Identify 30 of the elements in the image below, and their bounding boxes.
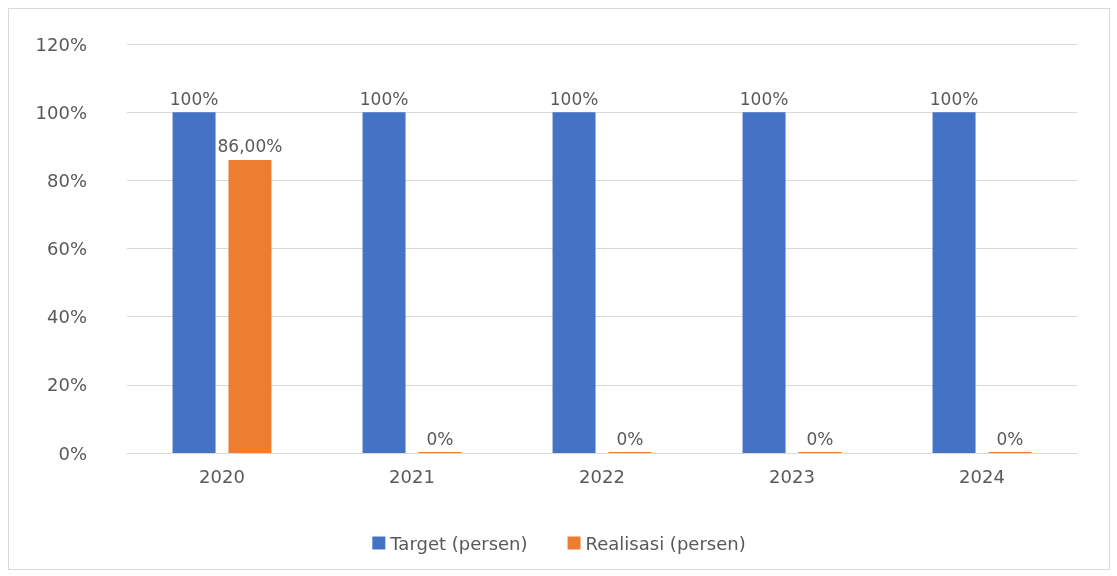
y-tick-label: 0% xyxy=(58,442,87,464)
y-tick-label: 60% xyxy=(46,238,87,259)
bar xyxy=(742,112,786,453)
data-label: 100% xyxy=(929,88,979,109)
y-tick-label: 80% xyxy=(46,169,87,191)
data-label: 0% xyxy=(616,428,644,449)
x-tick-label: 2024 xyxy=(959,465,1005,487)
data-label: 100% xyxy=(739,88,789,109)
legend-label: Realisasi (persen) xyxy=(585,532,746,554)
data-label: 100% xyxy=(169,88,219,109)
bar xyxy=(362,112,406,453)
legend-label: Target (persen) xyxy=(389,532,528,554)
x-tick-label: 2020 xyxy=(199,465,245,487)
y-tick-label: 40% xyxy=(46,306,87,328)
y-tick-label: 20% xyxy=(46,374,87,396)
data-label: 0% xyxy=(806,428,834,449)
x-tick-label: 2021 xyxy=(389,465,435,487)
bar xyxy=(932,112,976,453)
data-label: 100% xyxy=(549,88,599,109)
bar xyxy=(552,112,596,453)
bar xyxy=(228,159,272,453)
x-tick-label: 2022 xyxy=(579,465,625,487)
data-label: 0% xyxy=(426,428,454,449)
bar xyxy=(172,112,216,453)
x-tick-label: 2023 xyxy=(769,465,815,487)
y-tick-label: 100% xyxy=(35,101,87,123)
data-label: 0% xyxy=(996,428,1024,449)
y-tick-label: 120% xyxy=(35,33,87,55)
data-label: 86,00% xyxy=(217,136,283,157)
data-label: 100% xyxy=(359,88,409,109)
